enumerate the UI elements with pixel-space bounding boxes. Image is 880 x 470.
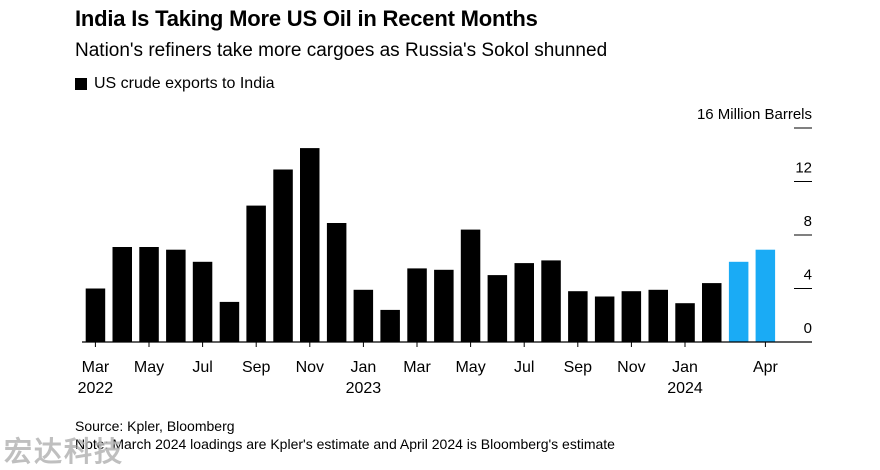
bar: [112, 247, 132, 342]
y-tick-label: 12: [795, 160, 812, 177]
legend-label: US crude exports to India: [94, 75, 275, 92]
x-tick-label: Jul: [192, 359, 212, 376]
bar-chart: 0 4 8 12 16 Million Barrels Mar 2022 May Jul Sep N…: [78, 106, 812, 397]
legend-swatch: [75, 78, 87, 90]
x-tick-label: May: [455, 359, 485, 376]
bar: [139, 247, 159, 342]
y-tick-label: 4: [804, 267, 812, 284]
bar: [434, 269, 454, 342]
bar: [621, 291, 642, 342]
watermark-logo: 宏达科技: [4, 435, 125, 468]
bar: [380, 309, 400, 342]
bar: [273, 169, 293, 342]
bar: [85, 288, 106, 342]
x-tick-label: Sep: [242, 359, 271, 376]
x-tick-label: May: [134, 359, 164, 376]
bar: [460, 229, 481, 342]
bar: [407, 268, 427, 342]
chart-subtitle: Nation's refiners take more cargoes as R…: [75, 40, 608, 61]
bar: [568, 291, 588, 342]
x-tick-year-label: 2022: [78, 380, 114, 397]
bar: [594, 296, 615, 342]
x-tick-label: Nov: [296, 359, 324, 376]
bar: [487, 275, 508, 342]
y-tick-label: 0: [804, 320, 812, 337]
bar: [219, 301, 240, 342]
bar: [514, 263, 534, 342]
footer: Source: Kpler, Bloomberg Note: March 202…: [75, 417, 615, 453]
x-tick-year-label: 2023: [346, 380, 382, 397]
x-tick-label: Jul: [514, 359, 534, 376]
bar: [675, 303, 695, 342]
x-tick-label: Nov: [617, 359, 645, 376]
x-tick-label: Sep: [564, 359, 593, 376]
bar: [246, 205, 266, 342]
x-tick-label: Apr: [753, 359, 779, 376]
x-tick-year-label: 2024: [667, 380, 703, 397]
bar: [353, 289, 374, 342]
chart-title: India Is Taking More US Oil in Recent Mo…: [75, 6, 538, 31]
x-tick-label: Mar: [403, 359, 431, 376]
bar: [192, 261, 213, 343]
x-tick-label: Jan: [672, 359, 698, 376]
x-tick-label: Jan: [351, 359, 377, 376]
bar-estimate: [755, 249, 776, 342]
bar: [648, 289, 668, 342]
bar: [541, 260, 561, 342]
bar: [166, 249, 186, 342]
x-tick-label: Mar: [82, 359, 110, 376]
source-text: Source: Kpler, Bloomberg: [75, 418, 235, 434]
note-text: Note: March 2024 loadings are Kpler's es…: [75, 436, 615, 452]
legend: US crude exports to India: [75, 75, 275, 93]
y-tick-label: 8: [804, 213, 812, 230]
bar-estimate: [728, 261, 749, 343]
bar: [326, 223, 347, 342]
bar: [702, 283, 722, 342]
bar: [300, 148, 320, 342]
y-tick-label: 16 Million Barrels: [697, 106, 812, 123]
